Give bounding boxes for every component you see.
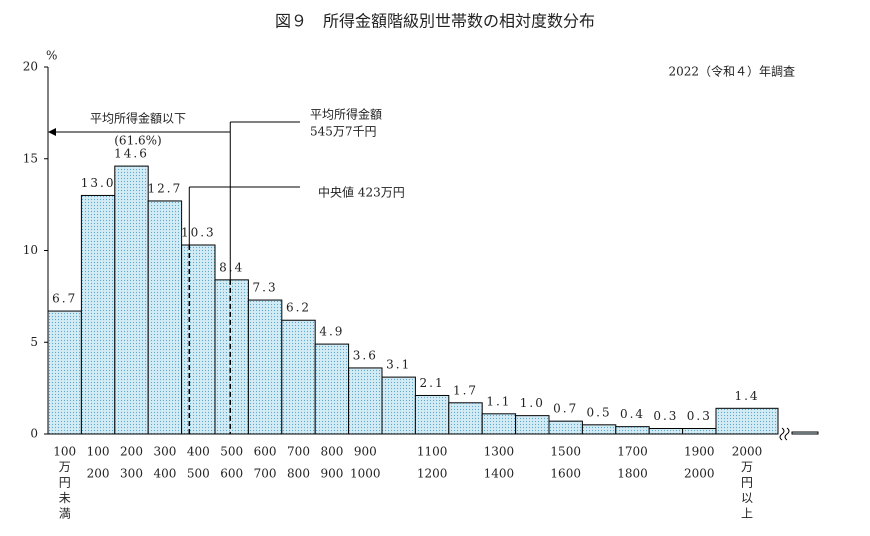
- bar: [114, 165, 149, 435]
- x-tick-label: 700: [287, 445, 310, 459]
- bar: [147, 200, 183, 435]
- bar: [615, 426, 650, 435]
- x-tick-label: 500: [220, 445, 243, 459]
- x-tick-label: 1100: [417, 445, 448, 459]
- x-tick-label: 300: [120, 467, 143, 481]
- value-label: 1.0: [520, 396, 545, 410]
- subtitle: 2022（令和４）年調査: [668, 64, 795, 79]
- bar: [548, 420, 583, 435]
- bar: [581, 424, 617, 435]
- x-tick-label: 1400: [484, 467, 515, 481]
- value-label: 0.3: [653, 409, 678, 423]
- bar: [47, 310, 82, 435]
- x-tick-label: 2000: [732, 445, 763, 459]
- mean-label: 545万7千円: [310, 125, 377, 139]
- value-label: 0.7: [553, 402, 578, 416]
- value-label: 1.1: [486, 394, 511, 408]
- y-tick-label: 20: [23, 60, 38, 74]
- axis-break: [779, 427, 790, 441]
- y-unit: %: [46, 49, 57, 63]
- value-label: 6.7: [52, 292, 77, 306]
- value-label: 7.3: [253, 281, 278, 295]
- bar: [314, 343, 350, 435]
- x-tick-label: 上: [741, 507, 753, 521]
- x-tick-label: 1600: [550, 467, 581, 481]
- x-tick-label: 100: [87, 445, 110, 459]
- bar: [214, 279, 249, 435]
- arrow-head: [48, 128, 56, 136]
- x-tick-label: 1700: [617, 445, 648, 459]
- y-tick-label: 0: [30, 427, 38, 441]
- bar: [80, 194, 116, 435]
- value-label: 0.3: [687, 409, 712, 423]
- x-tick-label: 1200: [417, 467, 448, 481]
- mean-label: 平均所得金額: [310, 107, 382, 122]
- below-mean-label: (61.6%): [114, 134, 161, 148]
- x-tick-label: 200: [120, 445, 143, 459]
- x-tick-label: 100: [53, 445, 76, 459]
- bar: [281, 319, 316, 435]
- x-tick-label: 800: [320, 445, 343, 459]
- x-tick-label: 400: [153, 467, 176, 481]
- y-tick-label: 10: [23, 243, 38, 257]
- value-label: 6.2: [286, 301, 311, 315]
- value-label: 3.1: [386, 358, 411, 372]
- x-tick-label: 200: [87, 467, 110, 481]
- x-tick-label: 900: [320, 467, 343, 481]
- x-tick-label: 1800: [617, 467, 648, 481]
- x-tick-label: 万: [741, 460, 753, 474]
- x-tick-label: 1500: [550, 445, 581, 459]
- value-label: 1.7: [453, 383, 478, 397]
- x-tick-label: 400: [187, 445, 210, 459]
- value-label: 12.7: [148, 181, 183, 195]
- bar: [682, 427, 717, 435]
- x-tick-label: 600: [220, 467, 243, 481]
- break-stub: [791, 431, 819, 435]
- x-tick-label: 満: [59, 507, 71, 521]
- value-label: 0.4: [620, 407, 645, 421]
- value-label: 2.1: [420, 376, 445, 390]
- bar: [348, 367, 383, 435]
- value-label: 0.5: [587, 405, 612, 419]
- bar: [381, 376, 416, 435]
- bar: [414, 394, 450, 435]
- x-tick-label: 以: [741, 491, 753, 505]
- value-label: 8.4: [219, 260, 244, 274]
- value-label: 1.4: [734, 389, 759, 403]
- bar: [515, 415, 550, 435]
- x-tick-label: 円: [59, 476, 71, 490]
- x-tick-label: 600: [254, 445, 277, 459]
- chart-title: 図９ 所得金額階級別世帯数の相対度数分布: [275, 12, 595, 31]
- value-label: 13.0: [81, 176, 116, 190]
- bar: [481, 413, 517, 435]
- value-label: 14.6: [114, 147, 149, 161]
- x-tick-label: 300: [153, 445, 176, 459]
- median-label: 中央値 423万円: [318, 185, 405, 200]
- x-tick-label: 1000: [350, 467, 381, 481]
- x-tick-label: 1900: [684, 445, 715, 459]
- bar: [181, 244, 216, 435]
- bar: [715, 407, 779, 435]
- y-tick-label: 15: [23, 151, 38, 165]
- x-tick-label: 万: [59, 460, 71, 474]
- value-label: 3.6: [353, 348, 378, 362]
- y-tick-label: 5: [30, 335, 38, 349]
- x-tick-label: 未: [59, 491, 71, 505]
- bar: [247, 299, 283, 435]
- bar: [448, 402, 483, 435]
- x-tick-label: 円: [741, 476, 753, 490]
- x-tick-label: 1300: [484, 445, 515, 459]
- below-mean-label: 平均所得金額以下: [90, 111, 186, 126]
- x-tick-label: 800: [287, 467, 310, 481]
- x-tick-label: 2000: [684, 467, 715, 481]
- x-tick-label: 500: [187, 467, 210, 481]
- x-tick-label: 900: [354, 445, 377, 459]
- value-label: 10.3: [181, 225, 216, 239]
- value-label: 4.9: [319, 325, 344, 339]
- bar: [648, 427, 684, 435]
- x-tick-label: 700: [254, 467, 277, 481]
